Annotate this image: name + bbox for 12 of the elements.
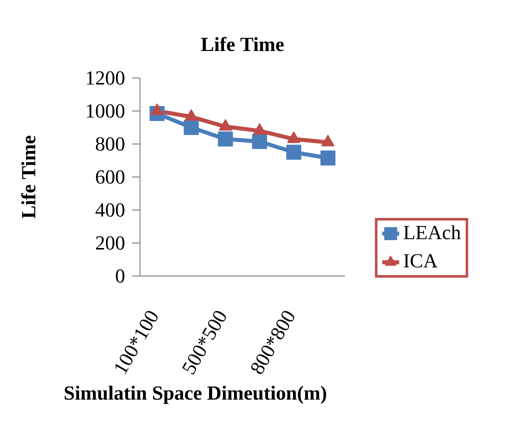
y-tick-label: 200 [96,236,124,250]
y-axis-title: Life Time [21,136,36,218]
legend-label: ICA [404,254,438,268]
y-tick-label: 600 [96,170,124,184]
legend-label: LEAch [404,225,461,240]
y-tick-label: 1200 [86,71,124,85]
y-tick-label: 1000 [86,104,124,118]
y-tick-label: 800 [96,137,124,151]
y-tick-label: 400 [96,203,124,217]
x-axis-title: Simulatin Space Dimeution(m) [64,386,326,404]
y-tick-label: 0 [116,269,124,283]
chart-title: Life Time [201,36,284,52]
